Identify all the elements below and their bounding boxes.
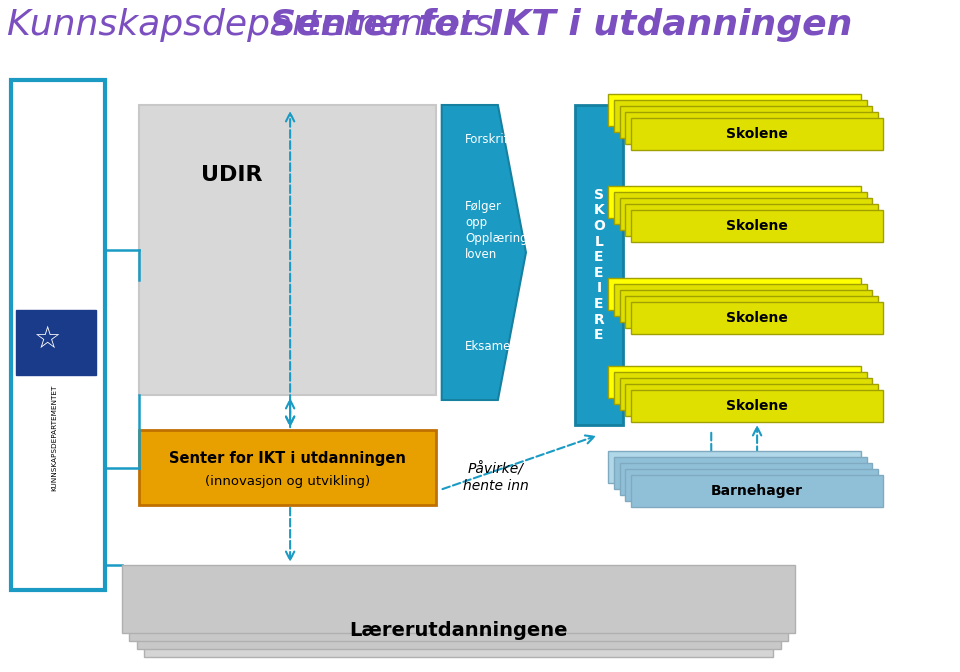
Bar [619, 463, 873, 495]
Bar [138, 105, 436, 395]
Bar [625, 296, 877, 328]
Bar [122, 565, 796, 633]
Bar [619, 198, 873, 230]
Bar [619, 378, 873, 410]
Bar [631, 302, 883, 334]
Bar [609, 278, 861, 310]
Text: Barnehager: Barnehager [711, 484, 804, 498]
Bar [144, 589, 773, 657]
Text: Forskrifter: Forskrifter [466, 133, 526, 146]
Text: Skolene: Skolene [726, 311, 788, 325]
Bar [614, 284, 867, 316]
Bar [136, 581, 780, 649]
Bar [12, 80, 105, 590]
Bar [631, 475, 883, 507]
Bar [631, 118, 883, 150]
Text: Følger
opp
Opplærings-
loven: Følger opp Opplærings- loven [466, 200, 539, 261]
Text: Påvirke/
hente inn: Påvirke/ hente inn [463, 462, 529, 493]
Bar [614, 457, 867, 489]
Polygon shape [442, 105, 526, 400]
Bar [16, 310, 89, 375]
Bar [625, 112, 877, 144]
Bar [614, 372, 867, 404]
Text: (innovasjon og utvikling): (innovasjon og utvikling) [204, 476, 370, 489]
Bar [619, 106, 873, 138]
Bar [614, 192, 867, 224]
Bar [130, 573, 788, 641]
Text: ☆: ☆ [33, 325, 60, 353]
Bar [609, 94, 861, 126]
Bar [575, 105, 623, 425]
Bar [614, 100, 867, 132]
Bar [609, 366, 861, 398]
Bar [89, 310, 96, 375]
Bar [619, 290, 873, 322]
Text: UDIR: UDIR [202, 165, 263, 185]
Text: Senter for IKT i utdanningen: Senter for IKT i utdanningen [169, 450, 406, 466]
Text: Eksamen: Eksamen [466, 340, 519, 353]
Text: Skolene: Skolene [726, 219, 788, 233]
Bar [631, 210, 883, 242]
Bar [625, 204, 877, 236]
Bar [609, 186, 861, 218]
Bar [625, 469, 877, 501]
Bar [138, 430, 436, 505]
Bar [631, 390, 883, 422]
Text: S
K
O
L
E
E
I
E
R
E: S K O L E E I E R E [593, 187, 605, 343]
Text: KUNNSKAPSDEPARTEMENTET: KUNNSKAPSDEPARTEMENTET [51, 385, 58, 491]
Text: Lærerutdanningene: Lærerutdanningene [349, 622, 567, 640]
Text: Skolene: Skolene [726, 127, 788, 141]
Bar [609, 451, 861, 483]
Text: Skolene: Skolene [726, 399, 788, 413]
Bar [625, 384, 877, 416]
Text: Senter for IKT i utdanningen: Senter for IKT i utdanningen [270, 8, 852, 42]
Text: Kunnskapsdepartementets: Kunnskapsdepartementets [8, 8, 505, 42]
